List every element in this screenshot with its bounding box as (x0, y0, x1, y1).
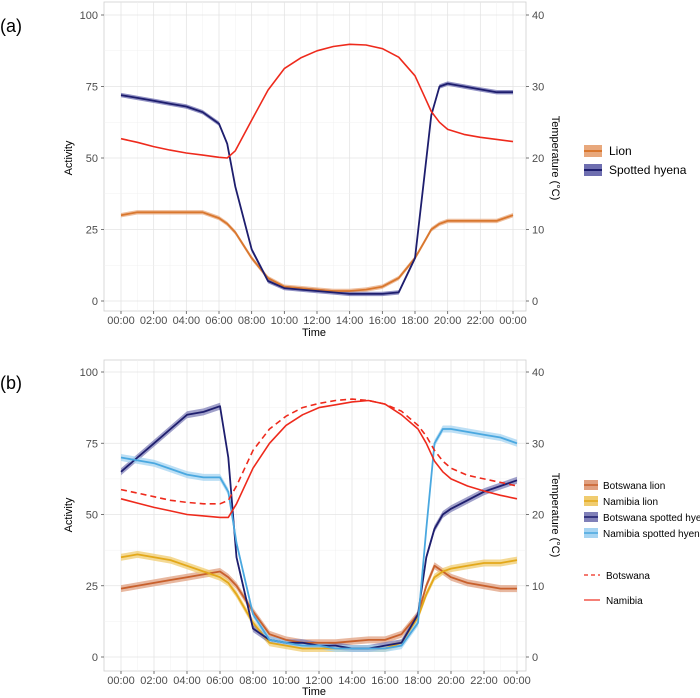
x-tick-label: 20:00 (437, 675, 465, 687)
y-tick-label: 25 (86, 581, 98, 593)
line-namibia-lion (120, 553, 518, 650)
panel-b-y-axis-title: Activity (63, 497, 75, 532)
panel-a-y2-ticks: 0 10 20 30 40 (526, 10, 544, 308)
panel-b-lines (120, 405, 518, 650)
x-tick-label: 08:00 (239, 675, 267, 687)
panel-b-legend: Botswana lion Namibia lion Botswana spot… (584, 480, 700, 607)
band-namibia-lion (121, 550, 517, 652)
x-tick-label: 16:00 (369, 315, 397, 327)
panel-a-lines (120, 82, 514, 295)
y2-tick-label: 0 (532, 296, 538, 308)
panel-b-x-ticks: 00:00 02:00 04:00 06:00 08:00 10:00 12:00 14:00… (107, 671, 531, 687)
panel-a-y-axis-title: Activity (63, 140, 75, 175)
y-tick-label: 100 (80, 367, 98, 379)
x-tick-label: 22:00 (467, 315, 495, 327)
y-tick-label: 100 (80, 10, 98, 22)
legend-label-botswana-lion: Botswana lion (603, 481, 665, 492)
panel-a-x-axis-title: Time (302, 327, 326, 339)
x-tick-label: 20:00 (434, 315, 462, 327)
line-namibia-spotted-hyena (120, 428, 518, 650)
y2-tick-label: 40 (532, 367, 544, 379)
temperature-line-temperature (120, 43, 514, 159)
x-tick-label: 06:00 (206, 675, 234, 687)
y2-tick-label: 0 (532, 652, 538, 664)
y2-tick-label: 30 (532, 82, 544, 94)
x-tick-label: 00:00 (503, 675, 531, 687)
panel-b: (b) 0 25 50 75 100 0 10 20 30 40 00:00 02:00 04:00… (0, 359, 700, 698)
x-tick-label: 10:00 (271, 315, 299, 327)
legend-label-namibia-temperature: Namibia (606, 596, 643, 607)
x-tick-label: 12:00 (305, 675, 333, 687)
x-tick-label: 00:00 (107, 315, 135, 327)
panel-a: (a) 0 25 50 75 100 0 10 20 30 40 00:00 02:00 04:00… (0, 1, 687, 339)
line-botswana-lion (120, 564, 517, 644)
legend-label-botswana-spotted-hyena: Botswana spotted hyena (603, 513, 700, 524)
line-lion (120, 211, 514, 292)
x-tick-label: 04:00 (173, 675, 201, 687)
y2-tick-label: 30 (532, 438, 544, 450)
x-tick-label: 14:00 (338, 675, 366, 687)
legend-label-lion: Lion (609, 144, 632, 158)
legend-label-botswana-temperature: Botswana (606, 571, 650, 582)
panel-b-frame (103, 359, 527, 672)
y2-tick-label: 20 (532, 510, 544, 522)
x-tick-label: 02:00 (140, 315, 168, 327)
panel-b-label: (b) (0, 373, 22, 393)
temperature-line-namibia (120, 399, 518, 519)
x-tick-label: 18:00 (404, 675, 432, 687)
panel-a-legend: Lion Spotted hyena (584, 144, 687, 177)
x-tick-label: 22:00 (470, 675, 498, 687)
x-tick-label: 10:00 (272, 675, 300, 687)
y-tick-label: 75 (86, 82, 98, 94)
panel-b-temperature-lines (120, 398, 518, 519)
panel-a-y-ticks: 0 25 50 75 100 (80, 10, 104, 308)
panel-b-y2-ticks: 0 10 20 30 40 (526, 367, 544, 664)
panel-b-y2-axis-title: Temperature (°C) (549, 473, 561, 557)
x-tick-label: 12:00 (303, 315, 331, 327)
x-tick-label: 00:00 (499, 315, 527, 327)
y2-tick-label: 10 (532, 581, 544, 593)
x-tick-label: 02:00 (140, 675, 168, 687)
x-tick-label: 16:00 (371, 675, 399, 687)
y-tick-label: 25 (86, 225, 98, 237)
x-tick-label: 08:00 (238, 315, 266, 327)
x-tick-label: 14:00 (336, 315, 364, 327)
y-tick-label: 0 (92, 652, 98, 664)
y-tick-label: 75 (86, 438, 98, 450)
legend-label-spotted-hyena: Spotted hyena (609, 163, 687, 177)
x-tick-label: 04:00 (173, 315, 201, 327)
panel-a-frame (103, 1, 527, 312)
y2-tick-label: 10 (532, 225, 544, 237)
panel-b-x-axis-title: Time (302, 686, 326, 698)
y-tick-label: 50 (86, 510, 98, 522)
x-tick-label: 00:00 (107, 675, 135, 687)
y2-tick-label: 20 (532, 153, 544, 165)
panel-a-grid (104, 2, 526, 311)
line-botswana-spotted-hyena (120, 405, 518, 650)
y2-tick-label: 40 (532, 10, 544, 22)
x-tick-label: 06:00 (205, 315, 233, 327)
panel-a-x-ticks: 00:00 02:00 04:00 06:00 08:00 10:00 12:00 14:00… (107, 311, 527, 327)
panel-b-y-ticks: 0 25 50 75 100 (80, 367, 104, 664)
legend-label-namibia-lion: Namibia lion (603, 497, 658, 508)
temperature-line-botswana (120, 398, 518, 505)
panel-a-y2-axis-title: Temperature (°C) (549, 116, 561, 200)
line-spotted-hyena (120, 82, 513, 295)
legend-label-namibia-spotted-hyena: Namibia spotted hyena (603, 529, 700, 540)
panel-b-grid (104, 360, 526, 671)
y-tick-label: 0 (92, 296, 98, 308)
panel-a-label: (a) (0, 16, 22, 36)
x-tick-label: 18:00 (401, 315, 429, 327)
panel-a-temperature-lines (120, 43, 514, 159)
y-tick-label: 50 (86, 153, 98, 165)
panel-b-bands (121, 402, 517, 652)
